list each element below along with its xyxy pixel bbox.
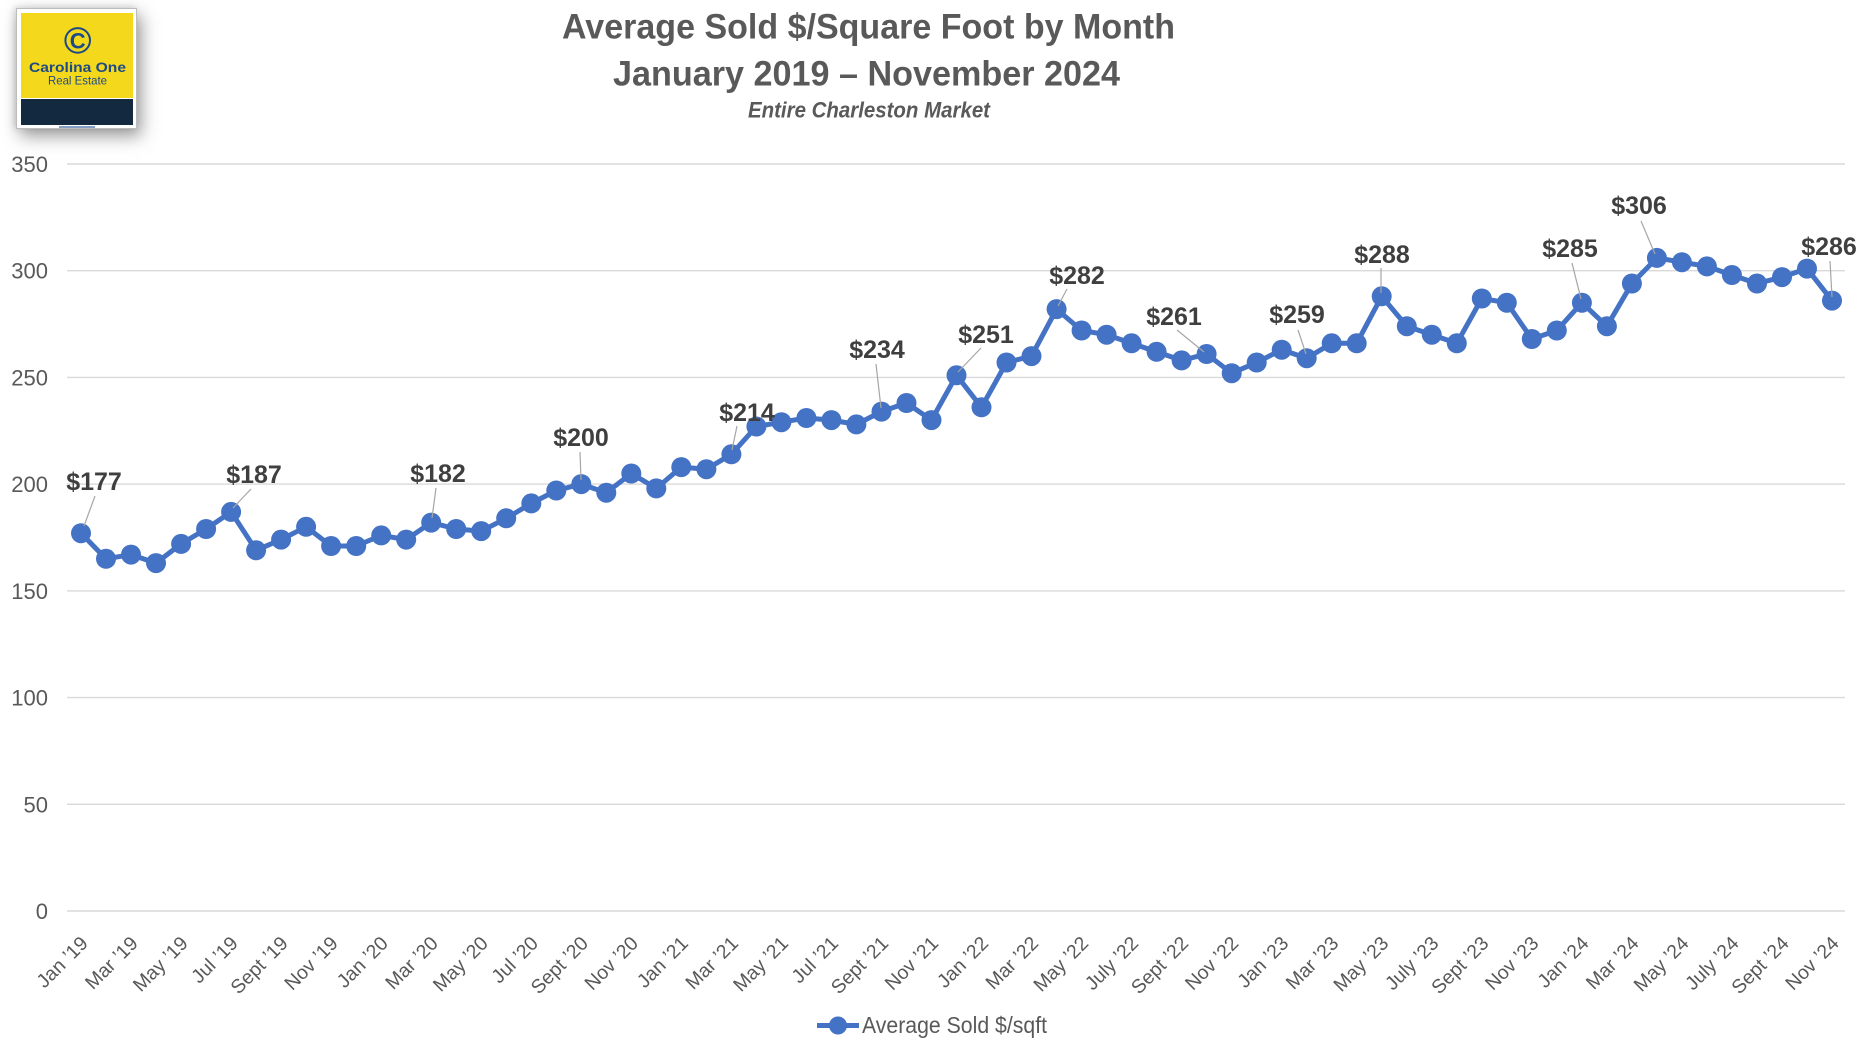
svg-text:$234: $234 [849,336,905,364]
svg-text:$177: $177 [66,468,122,496]
svg-text:$187: $187 [226,461,282,489]
svg-text:$261: $261 [1146,303,1202,331]
svg-text:50: 50 [24,792,48,817]
svg-text:Jan ’24: Jan ’24 [1533,932,1593,992]
svg-text:$306: $306 [1611,192,1667,220]
svg-text:Jan ’20: Jan ’20 [333,932,393,992]
svg-text:$259: $259 [1269,301,1325,329]
svg-text:100: 100 [11,686,48,711]
svg-text:Nov ’23: Nov ’23 [1481,932,1543,994]
svg-text:May ’20: May ’20 [429,932,493,996]
svg-text:Jan ’23: Jan ’23 [1233,932,1293,992]
svg-text:Nov ’22: Nov ’22 [1181,932,1243,994]
svg-text:May ’22: May ’22 [1029,932,1093,996]
svg-text:Average Sold $/Square Foot by: Average Sold $/Square Foot by Month [562,8,1175,47]
svg-text:Entire Charleston Market: Entire Charleston Market [748,98,992,123]
svg-text:0: 0 [36,899,48,924]
svg-text:Average Sold $/sqft: Average Sold $/sqft [862,1012,1048,1038]
svg-text:200: 200 [11,472,48,497]
svg-text:Nov ’21: Nov ’21 [881,932,943,994]
svg-text:$214: $214 [719,399,775,427]
svg-text:Nov ’20: Nov ’20 [581,932,643,994]
svg-text:May ’24: May ’24 [1630,932,1694,996]
svg-text:Nov ’24: Nov ’24 [1781,932,1843,994]
svg-text:January 2019 – November 2024: January 2019 – November 2024 [613,55,1121,94]
svg-text:150: 150 [11,579,48,604]
svg-text:C: C [70,28,86,53]
svg-text:$286: $286 [1801,233,1857,261]
svg-text:$288: $288 [1354,241,1410,269]
svg-text:Carolina One: Carolina One [29,60,127,75]
svg-text:$251: $251 [958,321,1014,349]
svg-text:$182: $182 [410,460,466,488]
svg-text:Jan ’22: Jan ’22 [933,932,993,992]
svg-text:250: 250 [11,365,48,390]
svg-text:Real Estate: Real Estate [48,74,107,88]
svg-text:Nov ’19: Nov ’19 [280,932,342,994]
svg-text:$200: $200 [553,424,609,452]
svg-text:May ’19: May ’19 [129,932,193,996]
svg-text:300: 300 [11,259,48,284]
svg-text:May ’23: May ’23 [1329,932,1393,996]
svg-text:$285: $285 [1542,235,1598,263]
svg-text:Jan ’19: Jan ’19 [33,932,93,992]
svg-text:$282: $282 [1049,262,1105,290]
svg-text:May ’21: May ’21 [729,932,793,996]
svg-text:350: 350 [11,152,48,177]
svg-text:Jan ’21: Jan ’21 [633,932,693,992]
